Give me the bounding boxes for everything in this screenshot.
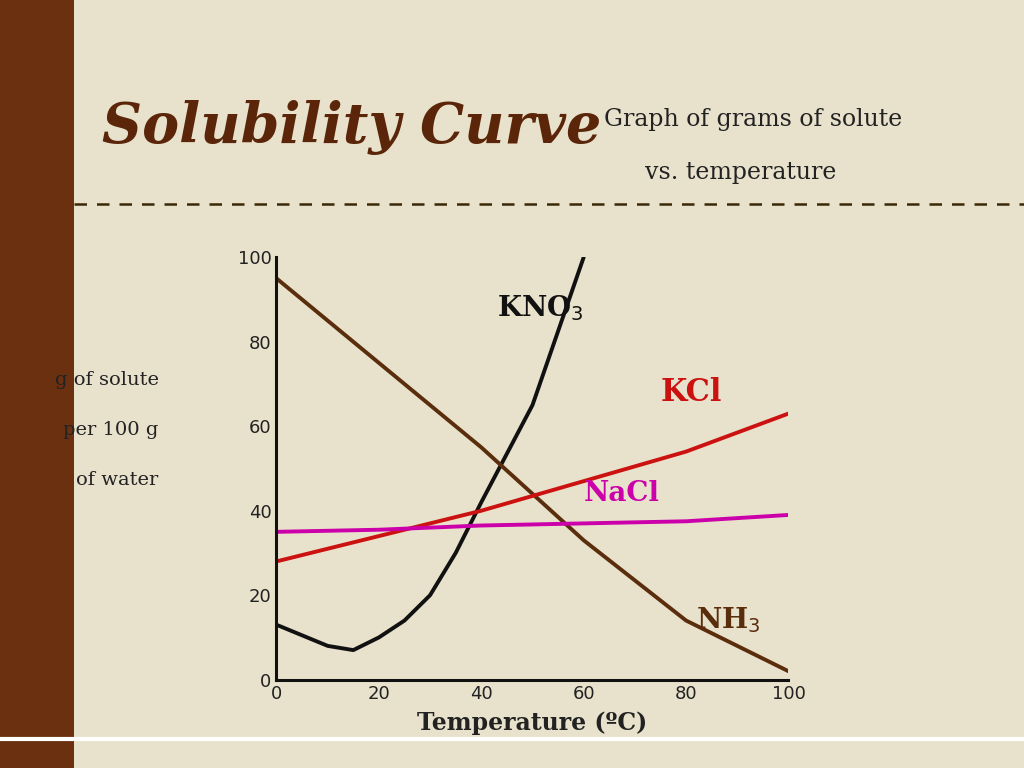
Text: NH$_3$: NH$_3$ [696,606,761,635]
Text: of water: of water [77,471,159,489]
Text: per 100 g: per 100 g [63,421,159,439]
X-axis label: Temperature (ºC): Temperature (ºC) [418,711,647,735]
Text: NaCl: NaCl [584,480,659,508]
Text: KCl: KCl [660,377,722,408]
Text: Solubility Curve: Solubility Curve [102,100,602,155]
Text: vs. temperature: vs. temperature [645,161,837,184]
Text: Graph of grams of solute: Graph of grams of solute [604,108,902,131]
Text: KNO$_3$: KNO$_3$ [497,293,584,323]
Text: g of solute: g of solute [54,371,159,389]
